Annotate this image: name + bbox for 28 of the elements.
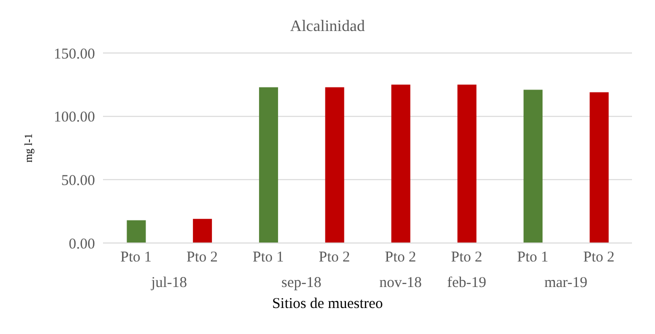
y-axis-title: mg l-1 bbox=[22, 133, 35, 163]
x-tick-label: Pto 2 bbox=[186, 250, 218, 266]
y-tick-label: 50.00 bbox=[61, 172, 95, 189]
y-tick-label: 150.00 bbox=[54, 46, 95, 62]
x-tick-label: Pto 2 bbox=[318, 250, 350, 266]
bar bbox=[457, 84, 476, 243]
x-tick-label: Pto 2 bbox=[583, 250, 615, 266]
bar bbox=[192, 218, 212, 243]
bar bbox=[259, 87, 278, 243]
chart-title: Alcalinidad bbox=[289, 18, 366, 36]
x-tick-label: Pto 1 bbox=[517, 250, 548, 266]
bar bbox=[524, 90, 543, 243]
text: mar-19 bbox=[543, 275, 588, 292]
y-tick-label: 0.00 bbox=[68, 236, 95, 252]
bar bbox=[325, 87, 344, 243]
text: nov-18 bbox=[379, 275, 422, 291]
bar bbox=[126, 220, 146, 243]
x-tick-label: Pto 1 bbox=[252, 250, 284, 266]
text: sep-18 bbox=[280, 275, 322, 292]
bar bbox=[391, 84, 410, 243]
x-axis-title: Sitios de muestreo bbox=[271, 296, 384, 313]
bar bbox=[590, 92, 609, 243]
x-tick-label: Pto 2 bbox=[451, 250, 482, 266]
text: feb-19 bbox=[447, 275, 486, 291]
x-tick-label: Pto 1 bbox=[120, 250, 152, 266]
text: jul-18 bbox=[150, 275, 188, 292]
y-tick-label: 100.00 bbox=[54, 110, 95, 126]
x-tick-label: Pto 2 bbox=[384, 250, 416, 266]
